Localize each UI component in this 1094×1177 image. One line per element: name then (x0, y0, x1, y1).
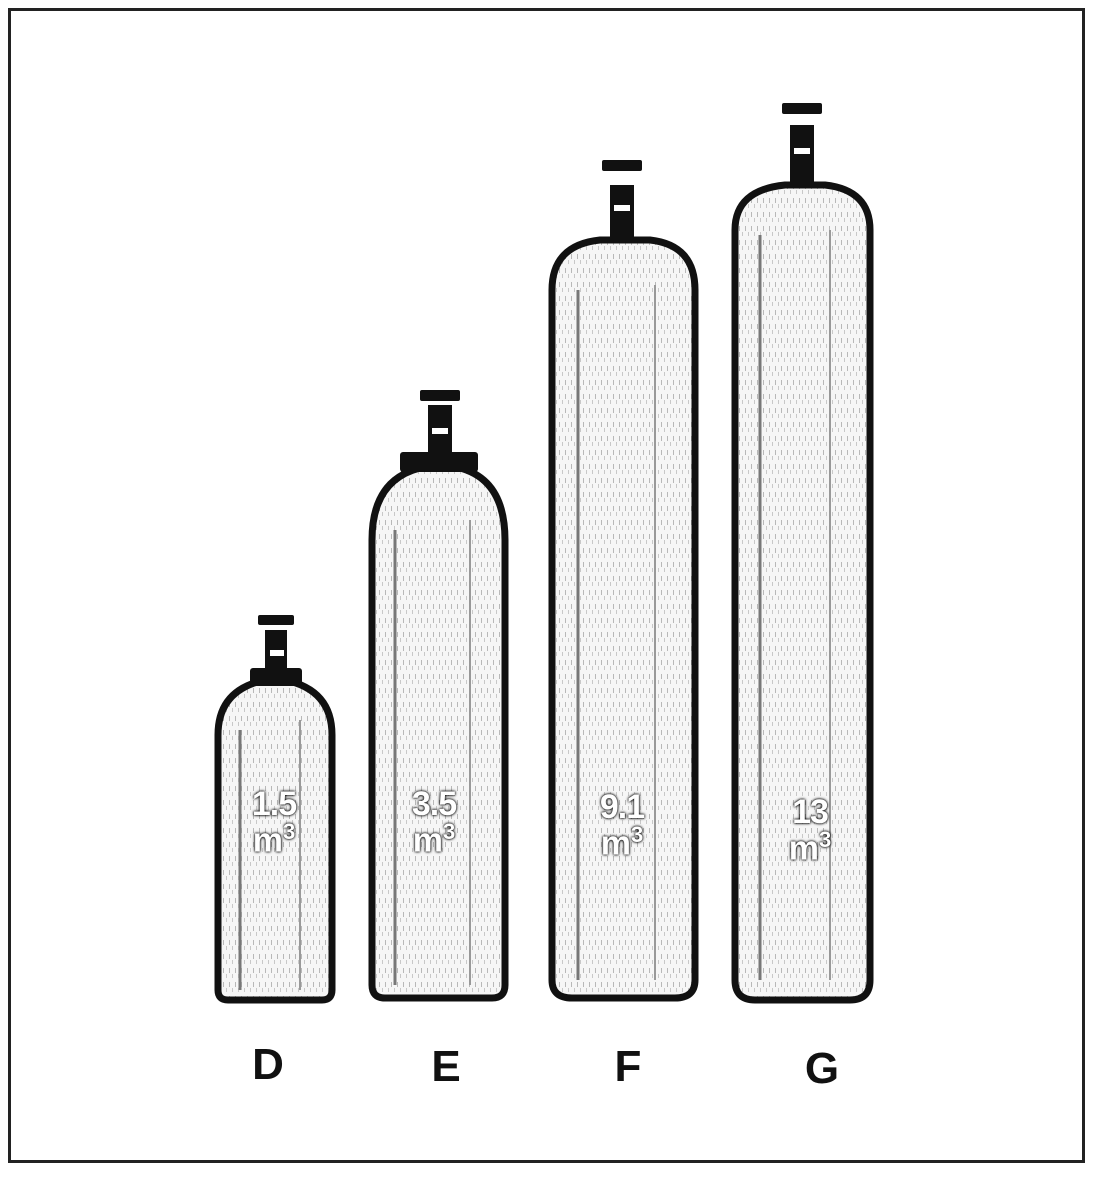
cylinder-e-label: E (431, 1042, 461, 1091)
cylinder-e-volume: 3.5 m3 (411, 785, 457, 860)
cylinder-f (548, 160, 699, 1002)
cylinder-d-label: D (252, 1040, 284, 1089)
cylinder-f-volume: 9.1 m3 (599, 788, 645, 863)
cylinder-d-volume: 1.5 m3 (251, 785, 297, 860)
cylinder-e (368, 390, 509, 1002)
cylinder-f-label: F (614, 1042, 642, 1091)
figure-frame (8, 8, 1085, 1163)
cylinder-d (214, 615, 336, 1004)
cylinder-g-volume: 13 m3 (788, 793, 832, 868)
cylinder-g (731, 103, 874, 1004)
cylinder-g-label: G (804, 1044, 840, 1093)
